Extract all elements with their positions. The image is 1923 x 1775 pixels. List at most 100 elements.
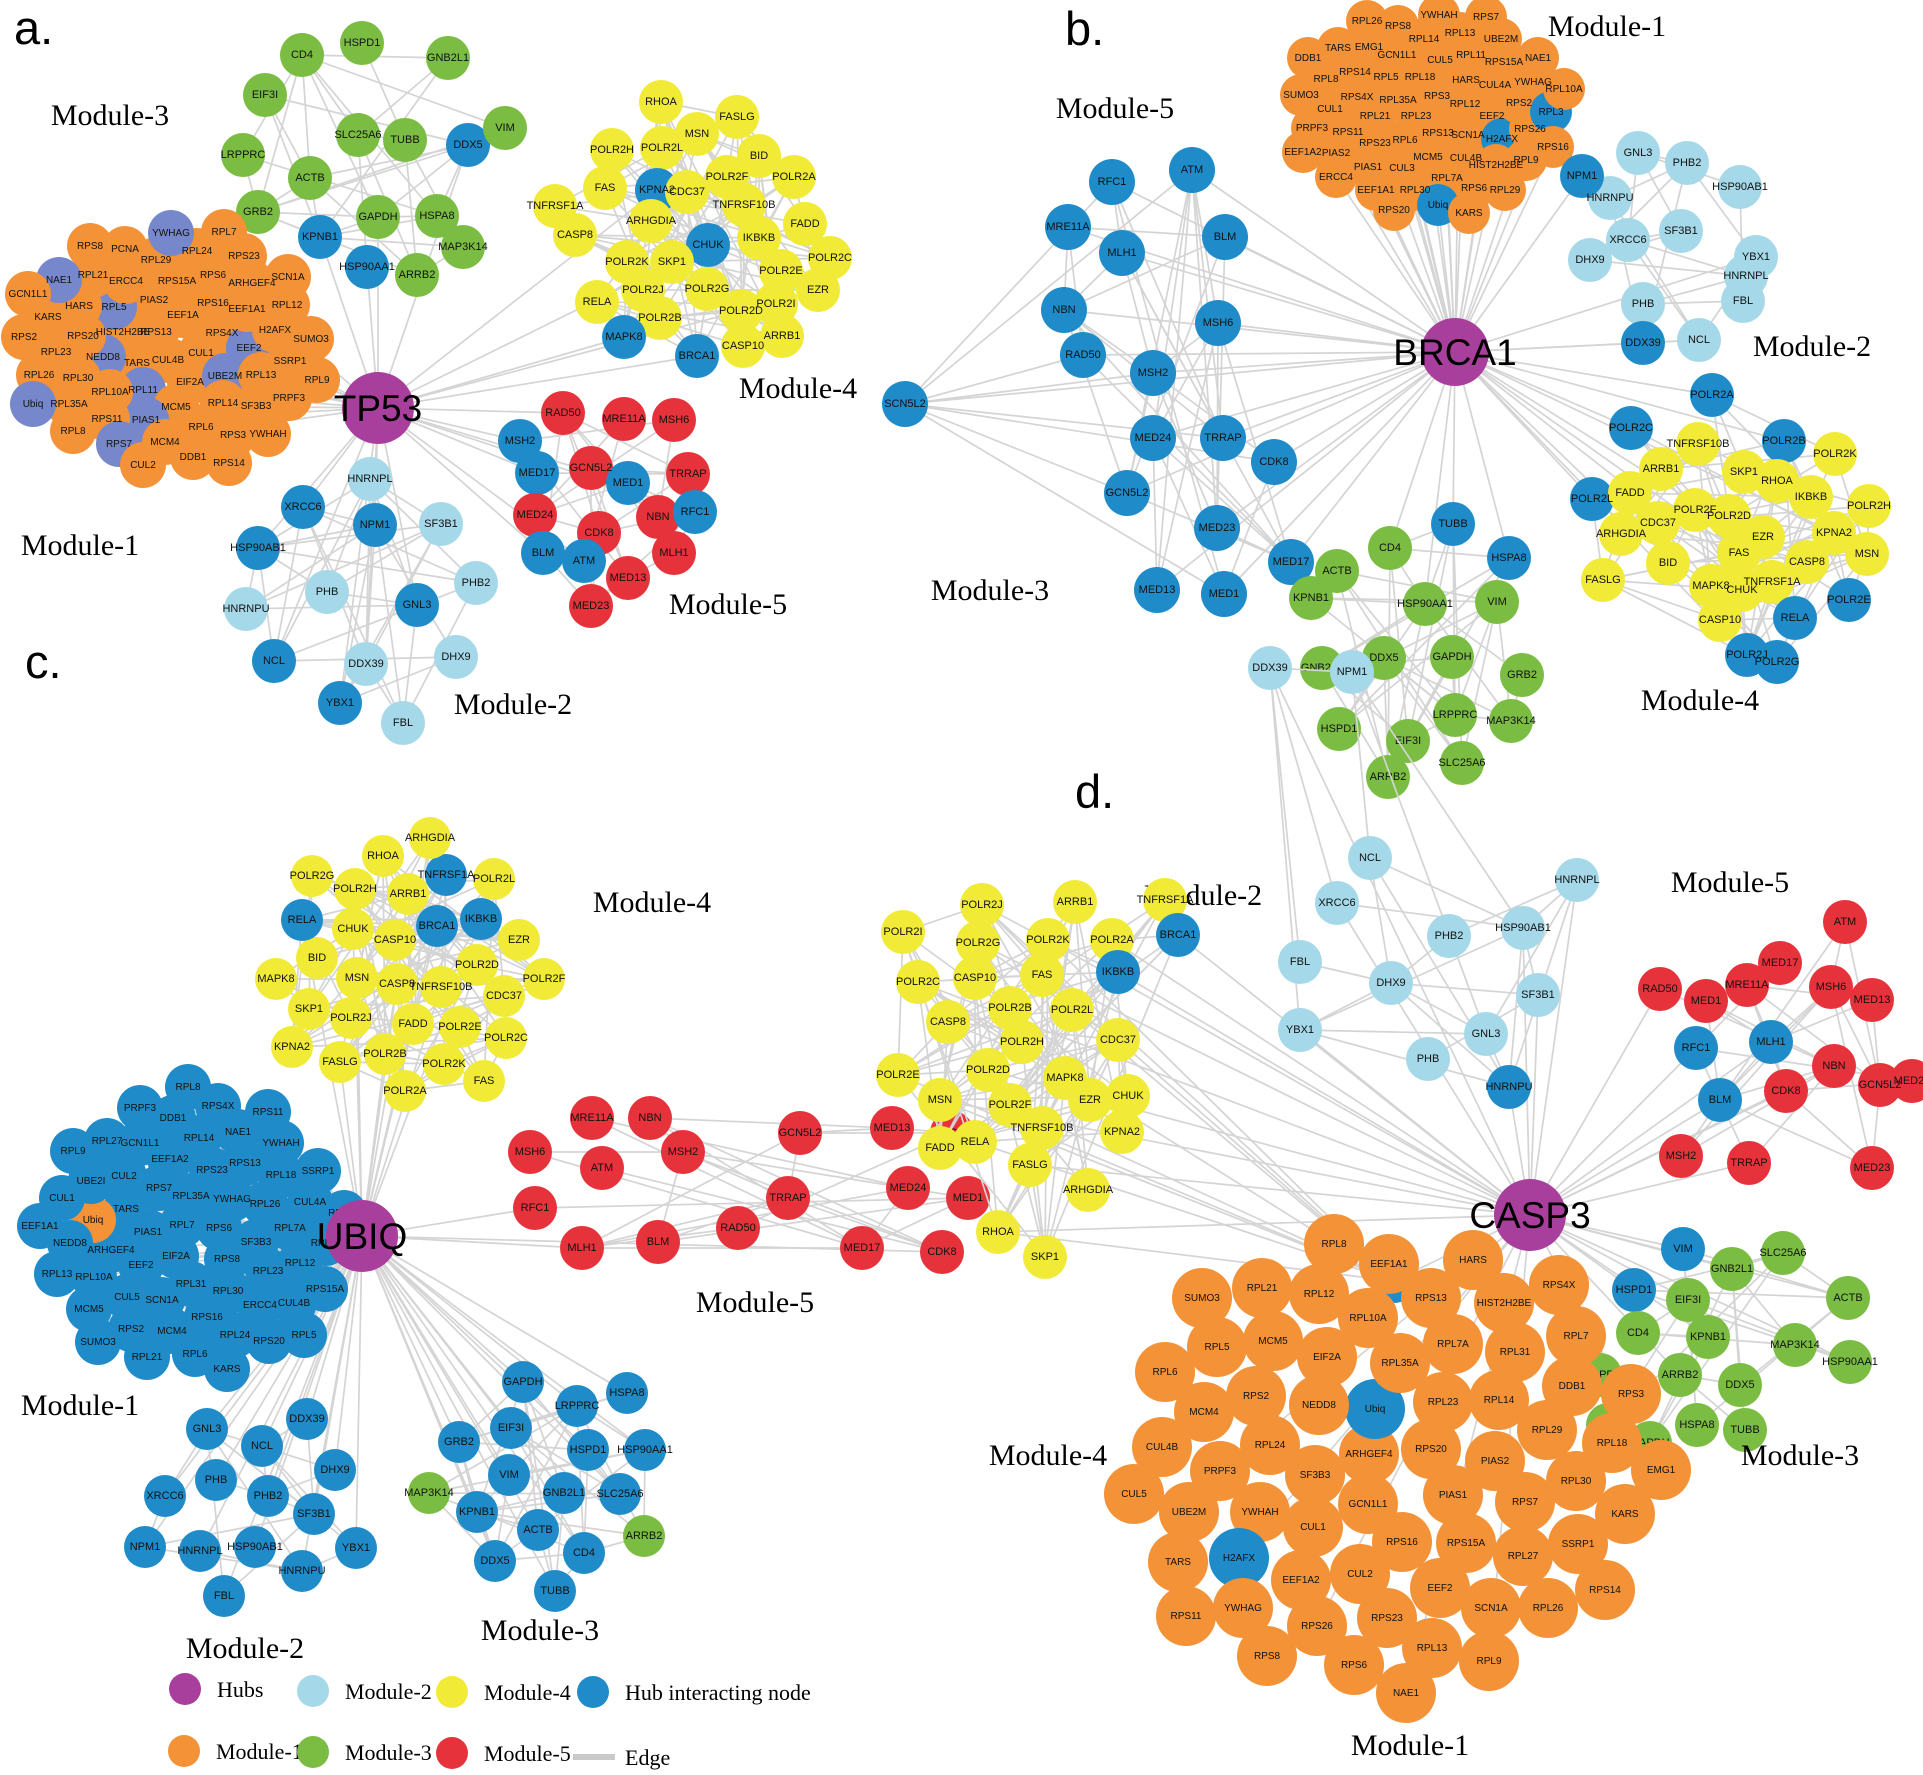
edge (1746, 984, 1881, 1086)
edge (947, 971, 1119, 1023)
module-label-module-2: Module-2 (454, 688, 572, 721)
edge (904, 351, 1456, 405)
node-label-polr2e: POLR2E (1827, 594, 1870, 606)
node-label-polr2k: POLR2K (1813, 448, 1857, 460)
node-rpl5 (1187, 1317, 1247, 1377)
edge (1121, 252, 1292, 563)
node-label-polr2h: POLR2H (1000, 1036, 1044, 1048)
node-label-rpl29: RPL29 (311, 1238, 342, 1249)
node-label-rps13: RPS13 (140, 327, 172, 338)
legend-swatch-module-5 (436, 1737, 468, 1769)
node-label-cdc37: CDC37 (669, 186, 705, 198)
node-label-scn1a: SCN1A (271, 272, 305, 283)
node-npm1 (353, 503, 397, 547)
node-chuk (1106, 1074, 1150, 1118)
node-label-polr2a: POLR2A (1090, 934, 1134, 946)
node-ddx39 (344, 642, 388, 686)
node-label-rpl31: RPL31 (176, 1279, 207, 1290)
legend: Hubs Module-2 Module-4 Hub interacting node… (168, 1673, 811, 1770)
node-kpna2 (1100, 1110, 1144, 1154)
edge (361, 1235, 628, 1394)
node-ubiq (10, 381, 56, 427)
node-label-scn1a: SCN1A (145, 1295, 179, 1306)
node-tnfrsf1a (1143, 878, 1187, 922)
node-label-fas: FAS (474, 1075, 495, 1087)
node-label-fas: FAS (1729, 547, 1750, 559)
node-label-cul4b: CUL4B (278, 1298, 311, 1309)
edge (904, 354, 1084, 405)
node-ddx39 (286, 1398, 328, 1440)
edge (904, 403, 1225, 595)
edge (1529, 988, 1661, 1216)
node-label-nbn: NBN (638, 1112, 661, 1124)
edge (1390, 982, 1510, 1088)
node-label-mcm4: MCM4 (157, 1326, 187, 1337)
node-label-ezr: EZR (1079, 1094, 1101, 1106)
node-label-blm: BLM (532, 547, 555, 559)
edge (476, 1511, 645, 1537)
node-label-rps23: RPS23 (196, 1165, 228, 1176)
node-slc25a6 (1440, 741, 1484, 785)
node-rps15a (302, 1266, 348, 1312)
node-label-eef2: EEF2 (236, 343, 261, 354)
node-label-rpl13: RPL13 (246, 370, 277, 381)
node-label-cul3: CUL3 (1389, 163, 1415, 174)
node-label-nae1: NAE1 (1393, 1688, 1420, 1699)
edge (1407, 523, 1454, 742)
node-label-polr2f: POLR2F (523, 973, 566, 985)
node-rpl24 (1240, 1415, 1300, 1475)
node-label-rpl5: RPL5 (291, 1330, 316, 1341)
node-label-cd4: CD4 (1379, 542, 1401, 554)
edge (428, 1492, 585, 1554)
node-polr2f (1673, 488, 1717, 532)
node-kpnb1 (1289, 576, 1333, 620)
node-fas (1717, 531, 1761, 575)
node-ssrp1 (1548, 1514, 1608, 1574)
node-label-kars: KARS (34, 312, 62, 323)
node-label-arhgef4: ARHGEF4 (1345, 1449, 1393, 1460)
node-label-eef2: EEF2 (1427, 1583, 1452, 1594)
node-label-gnl3: GNL3 (1624, 147, 1653, 159)
node-label-cul1: CUL1 (49, 1193, 75, 1204)
node-rhoa (639, 80, 683, 124)
edge (904, 169, 1193, 405)
node-gnb2l1 (426, 36, 470, 80)
module-module-1-cluster: RPL7 RPS6 EIF2A RPL35A RPS8 PIAS1 YWHAG RPL31 RP… (17, 1064, 367, 1392)
node-label-med24: MED24 (517, 509, 554, 521)
node-label-rpl8: RPL8 (1313, 74, 1338, 85)
node-polr2a (384, 1070, 426, 1112)
node-sf3b1 (293, 1493, 335, 1535)
node-label-rfc1: RFC1 (521, 1202, 550, 1214)
node-label-ncl: NCL (1359, 852, 1381, 864)
node-label-blm: BLM (647, 1236, 670, 1248)
node-label-fadd: FADD (925, 1142, 954, 1154)
node-hspd1 (1317, 707, 1361, 751)
node-cul5 (1104, 1464, 1164, 1524)
node-rps14 (206, 440, 252, 486)
node-label-mlh1: MLH1 (1107, 247, 1136, 259)
node-arrb2 (1658, 1353, 1702, 1397)
node-hnrnpl (179, 1530, 221, 1572)
node-label-xrcc6: XRCC6 (1609, 234, 1646, 246)
node-label-tnfrsf10b: TNFRSF10B (1667, 438, 1730, 450)
node-label-rps3: RPS3 (1618, 1389, 1645, 1400)
edge (1063, 236, 1226, 311)
node-gcn5l2 (569, 446, 613, 490)
node-label-polr2a: POLR2A (1690, 389, 1734, 401)
node-label-npm1: NPM1 (130, 1541, 161, 1553)
node-label-h2afx: H2AFX (259, 325, 292, 336)
node-label-vim: VIM (1487, 596, 1507, 608)
node-label-polr2d: POLR2D (966, 1064, 1010, 1076)
node-label-trrap: TRRAP (1204, 432, 1241, 444)
node-gnl3 (1616, 131, 1660, 175)
node-label-cd4: CD4 (573, 1547, 595, 1559)
node-cdc37 (1096, 1018, 1140, 1062)
node-tnfrsf10b (420, 966, 462, 1008)
node-label-eif3i: EIF3I (498, 1422, 524, 1434)
module-label-module-1: Module-1 (21, 1389, 139, 1422)
module-module-1-cluster: ARHGEF4 RPS20 GCN1L1 Ubiq PIAS1 SF3B3 RPL23 RPS… (1104, 1214, 1691, 1723)
node-label-rpl23: RPL23 (1428, 1397, 1459, 1408)
node-label-eif3i: EIF3I (1395, 735, 1421, 747)
node-label-rpl23: RPL23 (41, 347, 72, 358)
